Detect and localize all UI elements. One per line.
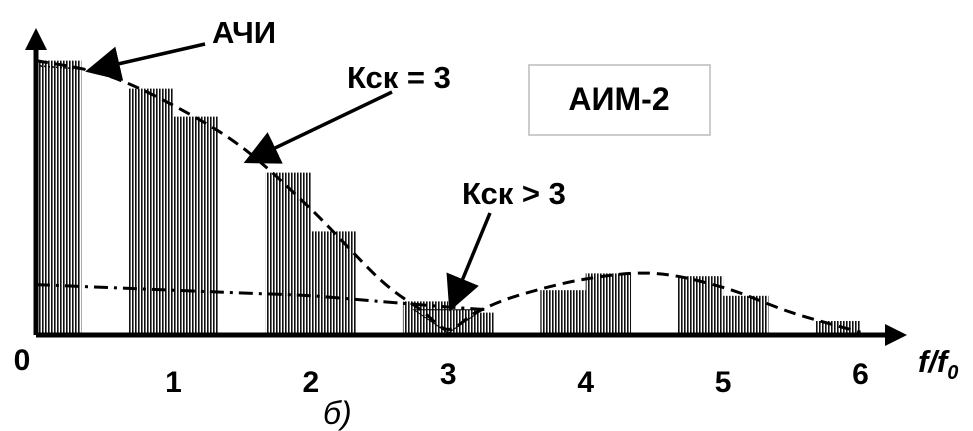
x-axis-label: f/f0 [918, 344, 958, 384]
envelope-curve-dashed [35, 59, 861, 334]
spectrum-band-9 [585, 273, 632, 335]
x-tick-4: 4 [577, 366, 594, 399]
annotation-achi: АЧИ [212, 15, 276, 50]
spectrum-band-4 [265, 172, 311, 335]
x-tick-6: 6 [852, 358, 869, 391]
x-tick-1: 1 [165, 366, 182, 399]
arrow-ksk-eq [243, 90, 393, 164]
annotation-ksk-eq: Кск = 3 [347, 60, 451, 95]
spectrum-band-12 [815, 321, 861, 335]
legend-box-text: АИМ-2 [568, 81, 669, 117]
x-tick-0: 0 [14, 344, 31, 377]
dotted-cap-achi [39, 65, 93, 71]
spectrum-band-1 [36, 60, 82, 335]
x-axis-arrow [885, 324, 907, 346]
y-axis-arrow [25, 28, 47, 50]
envelope-curve-dash-dot [35, 283, 490, 312]
x-tick-3: 3 [440, 358, 457, 391]
spectrum-band-5 [310, 231, 357, 335]
spectrum-band-11 [723, 295, 769, 335]
x-tick-2: 2 [302, 366, 319, 399]
arrow-achi [85, 42, 206, 81]
spectrum-bands [36, 60, 861, 335]
annotation-ksk-gt: Кск > 3 [462, 176, 566, 211]
spectrum-band-3 [173, 116, 219, 335]
legend-box [528, 64, 711, 136]
figure-caption: б) [323, 395, 352, 431]
x-tick-5: 5 [715, 366, 732, 399]
spectrum-band-2 [128, 88, 174, 335]
arrow-ksk-gt [446, 212, 492, 312]
x-tick-labels: 0 1 2 3 4 5 6 [14, 344, 869, 399]
spectrum-band-8 [540, 290, 586, 335]
